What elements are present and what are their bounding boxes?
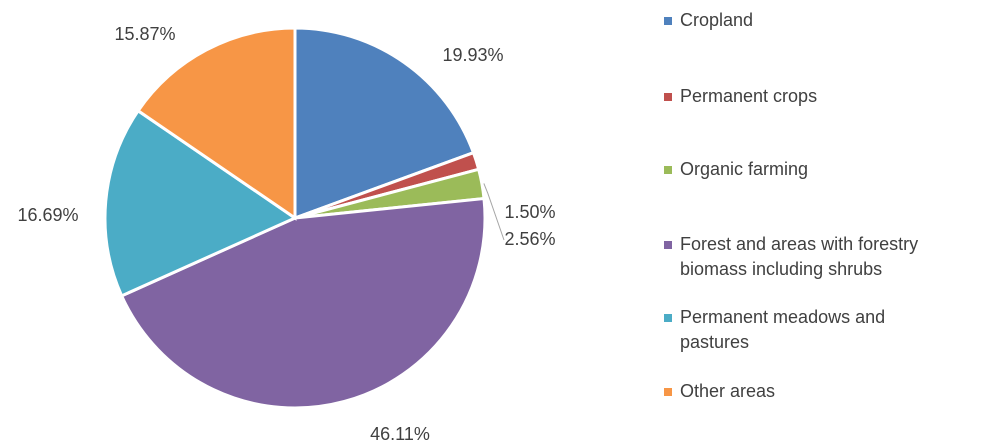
legend-label: Other areas: [680, 381, 776, 401]
pie-slice: [293, 26, 476, 221]
legend-item: Forest and areas with forestry biomass i…: [664, 232, 965, 282]
data-label: 46.11%: [370, 424, 430, 444]
legend-swatch: [664, 93, 672, 101]
legend-label: Organic farming: [680, 159, 809, 179]
leader-line: [483, 183, 505, 241]
data-label: 16.69%: [17, 205, 78, 225]
legend-swatch: [664, 388, 672, 396]
pie-slice: [103, 108, 299, 298]
legend-swatch: [664, 166, 672, 174]
legend-item: Organic farming: [664, 157, 980, 182]
data-label: 19.93%: [442, 45, 503, 65]
pie-slice: [136, 26, 297, 221]
legend-item: Permanent meadows and pastures: [664, 305, 905, 355]
legend-label: Forest and areas with forestry biomass i…: [680, 234, 919, 279]
data-label: 2.56%: [504, 229, 555, 249]
legend-swatch: [664, 314, 672, 322]
legend-label: Permanent crops: [680, 86, 818, 106]
data-label: 1.50%: [504, 202, 555, 222]
data-label: 15.87%: [114, 24, 175, 44]
legend-label: Permanent meadows and pastures: [680, 307, 886, 352]
legend-swatch: [664, 17, 672, 25]
legend-item: Permanent crops: [664, 84, 980, 109]
legend-swatch: [664, 241, 672, 249]
legend-item: Cropland: [664, 8, 980, 33]
pie-slice: [119, 196, 487, 410]
legend-label: Cropland: [680, 10, 754, 30]
legend-item: Other areas: [664, 379, 980, 404]
